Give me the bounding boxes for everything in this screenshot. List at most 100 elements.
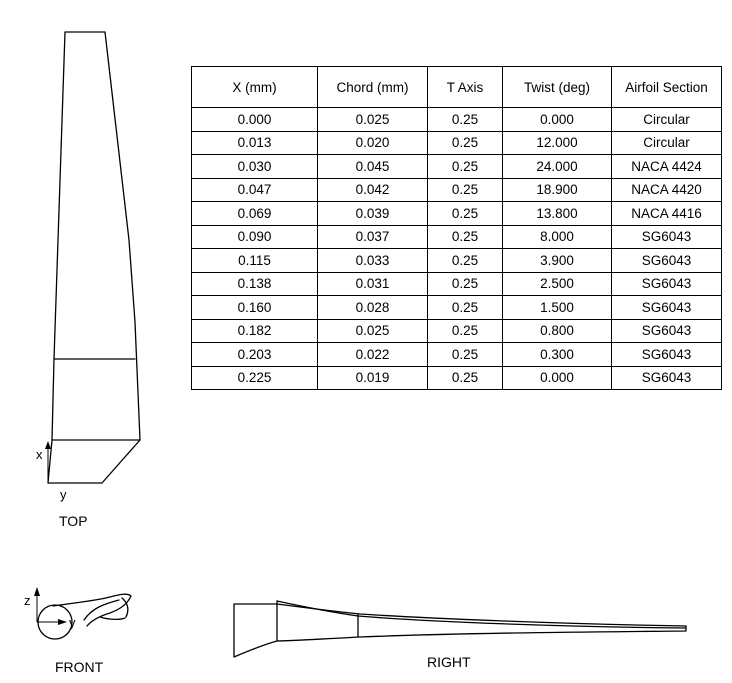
table-row: 0.225 0.019 0.25 0.000 SG6043 — [191, 365, 722, 390]
table-cell-x: 0.013 — [191, 130, 318, 155]
front-view-airfoil-lower — [83, 599, 126, 621]
blade-spec-table: X (mm) Chord (mm) T Axis Twist (deg) Air… — [191, 66, 722, 390]
table-row: 0.000 0.025 0.25 0.000 Circular — [191, 107, 722, 132]
table-cell-x: 0.030 — [191, 154, 318, 179]
table-cell-chord: 0.031 — [317, 271, 428, 296]
table-header-row: X (mm) Chord (mm) T Axis Twist (deg) Air… — [191, 66, 722, 108]
table-cell-twist: 13.800 — [502, 201, 612, 226]
table-cell-twist: 3.900 — [502, 248, 612, 273]
front-view-label: FRONT — [55, 659, 104, 675]
table-row: 0.182 0.025 0.25 0.800 SG6043 — [191, 318, 722, 343]
front-view-axis-triad — [34, 587, 67, 625]
table-cell-chord: 0.019 — [317, 365, 428, 390]
table-cell-t-axis: 0.25 — [427, 130, 503, 155]
table-cell-t-axis: 0.25 — [427, 318, 503, 343]
table-row: 0.160 0.028 0.25 1.500 SG6043 — [191, 295, 722, 320]
table-cell-airfoil-section: SG6043 — [611, 248, 722, 273]
column-header-t-axis: T Axis — [427, 66, 503, 108]
table-cell-twist: 12.000 — [502, 130, 612, 155]
table-row: 0.090 0.037 0.25 8.000 SG6043 — [191, 224, 722, 249]
front-view: z y FRONT — [24, 587, 132, 675]
table-cell-chord: 0.039 — [317, 201, 428, 226]
table-cell-t-axis: 0.25 — [427, 154, 503, 179]
table-cell-t-axis: 0.25 — [427, 107, 503, 132]
table-cell-airfoil-section: NACA 4420 — [611, 177, 722, 202]
table-cell-x: 0.115 — [191, 248, 318, 273]
x-axis-arrowhead — [45, 441, 51, 449]
table-cell-twist: 18.900 — [502, 177, 612, 202]
table-row: 0.203 0.022 0.25 0.300 SG6043 — [191, 342, 722, 367]
table-cell-airfoil-section: NACA 4424 — [611, 154, 722, 179]
table-cell-twist: 24.000 — [502, 154, 612, 179]
table-cell-chord: 0.033 — [317, 248, 428, 273]
table-row: 0.115 0.033 0.25 3.900 SG6043 — [191, 248, 722, 273]
table-cell-chord: 0.025 — [317, 318, 428, 343]
table-cell-twist: 0.000 — [502, 365, 612, 390]
column-header-twist: Twist (deg) — [502, 66, 612, 108]
table-cell-twist: 1.500 — [502, 295, 612, 320]
table-cell-airfoil-section: SG6043 — [611, 365, 722, 390]
table-cell-airfoil-section: SG6043 — [611, 224, 722, 249]
table-cell-x: 0.000 — [191, 107, 318, 132]
table-cell-airfoil-section: SG6043 — [611, 295, 722, 320]
z-axis-arrowhead — [34, 587, 40, 596]
table-cell-chord: 0.037 — [317, 224, 428, 249]
top-view-y-axis-label: y — [60, 487, 67, 502]
top-view-label: TOP — [59, 513, 88, 529]
table-cell-t-axis: 0.25 — [427, 224, 503, 249]
top-view-x-axis-label: x — [36, 447, 43, 462]
table-cell-twist: 8.000 — [502, 224, 612, 249]
table-cell-chord: 0.022 — [317, 342, 428, 367]
table-cell-t-axis: 0.25 — [427, 201, 503, 226]
table-cell-airfoil-section: SG6043 — [611, 318, 722, 343]
table-cell-t-axis: 0.25 — [427, 342, 503, 367]
table-cell-airfoil-section: NACA 4416 — [611, 201, 722, 226]
y-axis-arrowhead — [58, 619, 67, 625]
front-view-airfoil-upper — [52, 593, 132, 627]
table-cell-x: 0.160 — [191, 295, 318, 320]
table-cell-chord: 0.028 — [317, 295, 428, 320]
table-cell-airfoil-section: SG6043 — [611, 271, 722, 296]
front-view-airfoil-tip — [121, 597, 129, 618]
table-cell-x: 0.182 — [191, 318, 318, 343]
front-view-y-axis-label: y — [69, 615, 76, 630]
table-cell-airfoil-section: SG6043 — [611, 342, 722, 367]
right-view-blade-outline — [233, 603, 687, 658]
table-row: 0.047 0.042 0.25 18.900 NACA 4420 — [191, 177, 722, 202]
table-cell-chord: 0.042 — [317, 177, 428, 202]
table-cell-x: 0.069 — [191, 201, 318, 226]
table-cell-airfoil-section: Circular — [611, 130, 722, 155]
table-cell-twist: 0.800 — [502, 318, 612, 343]
column-header-chord: Chord (mm) — [317, 66, 428, 108]
table-cell-airfoil-section: Circular — [611, 107, 722, 132]
right-view-label: RIGHT — [427, 654, 471, 670]
table-cell-t-axis: 0.25 — [427, 271, 503, 296]
table-row: 0.013 0.020 0.25 12.000 Circular — [191, 130, 722, 155]
right-view-twist-line — [276, 600, 687, 629]
table-cell-x: 0.225 — [191, 365, 318, 390]
top-view: x y TOP — [36, 31, 141, 529]
front-view-z-axis-label: z — [24, 593, 31, 608]
table-cell-x: 0.047 — [191, 177, 318, 202]
right-view: RIGHT — [233, 600, 687, 670]
table-cell-t-axis: 0.25 — [427, 248, 503, 273]
table-cell-x: 0.138 — [191, 271, 318, 296]
table-cell-twist: 0.000 — [502, 107, 612, 132]
table-cell-chord: 0.020 — [317, 130, 428, 155]
table-cell-chord: 0.025 — [317, 107, 428, 132]
table-cell-chord: 0.045 — [317, 154, 428, 179]
table-body: 0.000 0.025 0.25 0.000 Circular 0.013 0.020 0.2… — [191, 107, 722, 390]
column-header-airfoil-section: Airfoil Section — [611, 66, 722, 108]
top-view-blade-outline — [47, 31, 141, 484]
table-cell-twist: 0.300 — [502, 342, 612, 367]
table-cell-t-axis: 0.25 — [427, 177, 503, 202]
table-row: 0.030 0.045 0.25 24.000 NACA 4424 — [191, 154, 722, 179]
table-cell-twist: 2.500 — [502, 271, 612, 296]
table-cell-t-axis: 0.25 — [427, 295, 503, 320]
table-cell-t-axis: 0.25 — [427, 365, 503, 390]
table-row: 0.069 0.039 0.25 13.800 NACA 4416 — [191, 201, 722, 226]
column-header-x: X (mm) — [191, 66, 318, 108]
top-view-axis-triad — [45, 441, 51, 483]
table-row: 0.138 0.031 0.25 2.500 SG6043 — [191, 271, 722, 296]
